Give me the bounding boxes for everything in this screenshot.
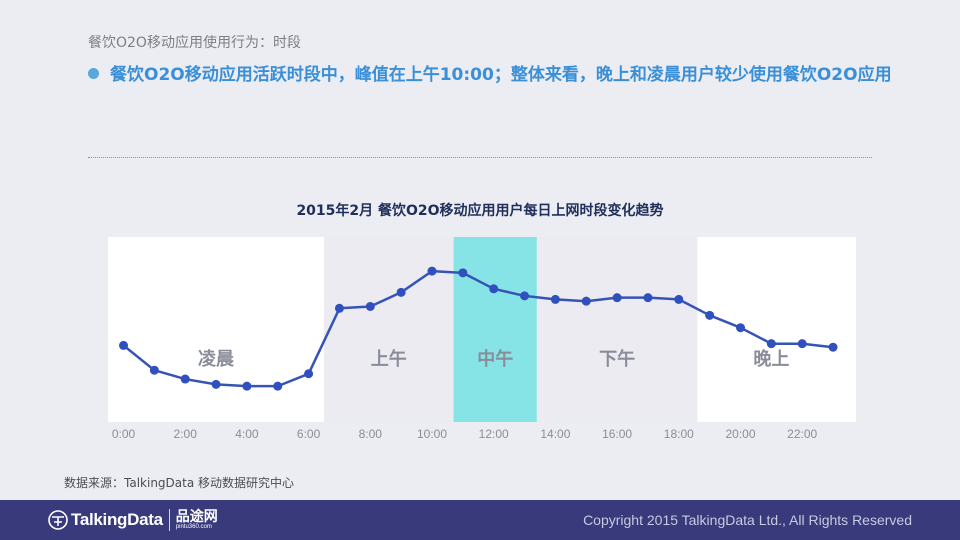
- partner-logo: 品途网 pintu360.com: [176, 510, 218, 530]
- series-line: [122, 269, 834, 388]
- period-bands: [108, 237, 856, 422]
- x-tick-label: 0:00: [112, 427, 136, 441]
- chart-title: 2015年2月 餐饮O2O移动应用用户每日上网时段变化趋势: [296, 203, 664, 219]
- data-point-4: [242, 381, 252, 391]
- period-label-0: 凌晨: [198, 348, 235, 370]
- partner-logo-cn: 品途网: [175, 509, 218, 525]
- footer-bar: TalkingData 品途网 pintu360.com Copyright 2…: [0, 500, 960, 540]
- period-band-1: [324, 237, 454, 422]
- data-point-6: [304, 369, 314, 379]
- data-point-0: [119, 340, 128, 350]
- logo-divider: [168, 509, 170, 531]
- bullet-icon: [88, 68, 99, 79]
- period-band-4: [697, 237, 856, 422]
- key-finding-text: 餐饮O2O移动应用活跃时段中，峰值在上午10:00；整体来看，晚上和凌晨用户较少…: [110, 65, 892, 85]
- data-point-22: [797, 339, 807, 349]
- x-tick-label: 2:00: [174, 427, 198, 441]
- data-point-15: [581, 296, 591, 306]
- x-tick-label: 16:00: [602, 427, 632, 441]
- divider: [88, 157, 872, 158]
- data-point-10: [427, 266, 437, 276]
- x-axis: 0:00 2:00 4:00 6:00 8:00 10:00 12:00 14:00 16:00…: [112, 427, 818, 441]
- line-chart: 凌晨 上午 中午 下午 晚上 0:00 2:00 4:00 6:00 8:00 10:00 12:0…: [108, 237, 856, 441]
- breadcrumb: 餐饮O2O移动应用使用行为：时段: [88, 35, 301, 51]
- data-point-2: [180, 374, 190, 384]
- copyright-text: Copyright 2015 TalkingData Ltd., All Rig…: [583, 512, 912, 528]
- data-point-5: [273, 381, 283, 391]
- period-label-1: 上午: [371, 348, 407, 370]
- period-labels: 凌晨 上午 中午 下午 晚上: [198, 348, 789, 370]
- data-point-8: [365, 301, 375, 311]
- data-point-20: [736, 323, 745, 333]
- data-point-17: [643, 293, 653, 303]
- data-point-1: [149, 365, 159, 375]
- data-point-14: [550, 294, 560, 304]
- talkingdata-logo-icon: [48, 510, 68, 530]
- period-label-2: 中午: [477, 348, 513, 370]
- talkingdata-logo: TalkingData 品途网 pintu360.com: [48, 509, 218, 531]
- series-line-path: [122, 269, 834, 388]
- x-tick-label: 4:00: [235, 427, 259, 441]
- logo-text: TalkingData: [71, 510, 163, 529]
- x-tick-label: 14:00: [540, 427, 570, 441]
- x-tick-label: 8:00: [359, 427, 383, 441]
- period-band-3: [536, 237, 698, 422]
- x-tick-label: 10:00: [417, 427, 447, 441]
- series-markers: [119, 266, 838, 391]
- data-point-19: [705, 310, 715, 320]
- data-source: 数据来源：TalkingData 移动数据研究中心: [64, 476, 295, 490]
- data-point-3: [211, 379, 221, 389]
- data-point-13: [520, 291, 530, 301]
- period-label-3: 下午: [599, 348, 635, 370]
- x-tick-label: 6:00: [297, 427, 321, 441]
- data-point-9: [396, 287, 406, 297]
- period-band-2: [453, 237, 537, 422]
- data-point-23: [828, 342, 838, 352]
- x-tick-label: 20:00: [725, 427, 755, 441]
- data-point-21: [766, 339, 776, 349]
- data-point-12: [489, 284, 499, 294]
- partner-logo-en: pintu360.com: [175, 524, 212, 530]
- x-tick-label: 22:00: [787, 427, 817, 441]
- data-point-16: [612, 293, 622, 303]
- data-point-18: [674, 294, 684, 304]
- period-band-0: [108, 237, 325, 422]
- data-point-11: [458, 268, 468, 278]
- data-point-7: [334, 303, 344, 313]
- x-tick-label: 12:00: [479, 427, 509, 441]
- x-tick-label: 18:00: [664, 427, 694, 441]
- period-label-4: 晚上: [753, 348, 789, 370]
